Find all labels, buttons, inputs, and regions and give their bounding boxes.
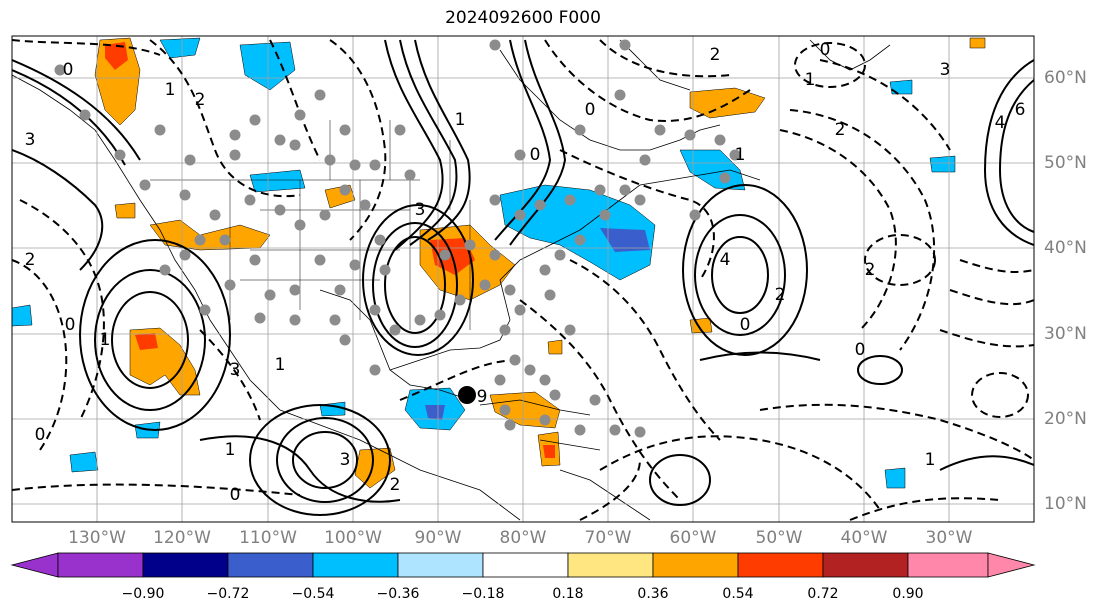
colorbar-segment [142,552,229,578]
lat-label-40n: 40°N [1044,238,1087,258]
contour-label: 1 [805,70,816,90]
contour-label: 2 [775,285,786,305]
colorbar-segment [312,552,399,578]
contour-label: 1 [275,355,286,375]
contour-label: 4 [995,113,1006,133]
contour-label: 2 [835,120,846,140]
lon-label-30w: 30°W [925,528,973,548]
lon-label-120w: 120°W [153,528,211,548]
lon-label-90w: 90°W [414,528,462,548]
contour-label: 3 [25,130,36,150]
contour-label: 2 [25,250,36,270]
colorbar [10,552,1036,578]
contour-label: 1 [735,145,746,165]
colorbar-extend-low [10,552,59,578]
lon-label-60w: 60°W [669,528,717,548]
contour-label: 0 [35,425,46,445]
lat-label-10n: 10°N [1044,494,1087,514]
colorbar-tick-label: −0.72 [206,586,250,602]
lat-label-20n: 20°N [1044,409,1087,429]
contour-label: 3 [940,60,951,80]
contour-label: 3 [230,360,241,380]
colorbar-extend-high [987,552,1036,578]
colorbar-tick-label: −0.36 [376,586,420,602]
contour-label: 2 [195,90,206,110]
contour-label: 2 [390,475,401,495]
colorbar-segment [397,552,484,578]
solid-contours [12,39,1034,516]
colorbar-segment [907,552,989,578]
colorbar-segment [652,552,739,578]
map-frame [11,35,1035,523]
contour-label: 0 [65,315,76,335]
contour-label: 0 [855,340,866,360]
contour-label: 0 [740,315,751,335]
contour-label: 9 [477,387,488,407]
colorbar-tick-label: 0.72 [807,586,839,602]
contour-label: 0 [530,145,541,165]
colorbar-tick-label: 0.90 [892,586,924,602]
lat-label-50n: 50°N [1044,153,1087,173]
contour-label: 2 [710,45,721,65]
contour-label: 1 [455,110,466,130]
lon-label-70w: 70°W [584,528,632,548]
contour-label: 1 [925,450,936,470]
station-markers [54,39,741,438]
contour-label: 1 [165,80,176,100]
lon-label-40w: 40°W [840,528,888,548]
colorbar-segment [567,552,654,578]
colorbar-segment [737,552,824,578]
colorbar-tick-label: −0.54 [291,586,335,602]
contour-label: 0 [63,60,74,80]
lon-label-110w: 110°W [239,528,297,548]
contour-label: 3 [340,450,351,470]
colorbar-segment [482,552,569,578]
contour-label: 2 [865,260,876,280]
colorbar-segment [57,552,144,578]
colorbar-tick-label: 0.36 [637,586,669,602]
colorbar-segment [227,552,314,578]
lat-label-30n: 30°N [1044,324,1087,344]
shaded-anomaly-areas [12,37,986,489]
map-title: 2024092600 F000 [445,8,601,28]
colorbar-segment [822,552,909,578]
colorbar-tick-label: −0.90 [121,586,165,602]
colorbar-tick-label: 0.18 [552,586,584,602]
contour-label: 3 [415,200,426,220]
black-dot-marker [458,386,476,404]
contour-label: 1 [100,330,111,350]
lon-label-50w: 50°W [755,528,803,548]
contour-label: 1 [225,440,236,460]
contour-label: 0 [585,100,596,120]
lon-label-130w: 130°W [68,528,126,548]
contour-label: 0 [820,40,831,60]
contour-label: 0 [230,485,241,505]
colorbar-tick-label: 0.54 [722,586,754,602]
lon-label-100w: 100°W [324,528,382,548]
lon-label-80w: 80°W [499,528,547,548]
dashed-contours [12,39,1034,521]
contour-label: 6 [1015,100,1026,120]
colorbar-tick-label: −0.18 [461,586,505,602]
contour-labels: 3 0 1 2 3 1 0 0 2 4 1 2 0 9 6 4 3 2 1 0 … [25,40,1026,505]
lat-label-60n: 60°N [1044,68,1087,88]
graticule [12,36,1034,522]
contour-label: 4 [720,250,731,270]
